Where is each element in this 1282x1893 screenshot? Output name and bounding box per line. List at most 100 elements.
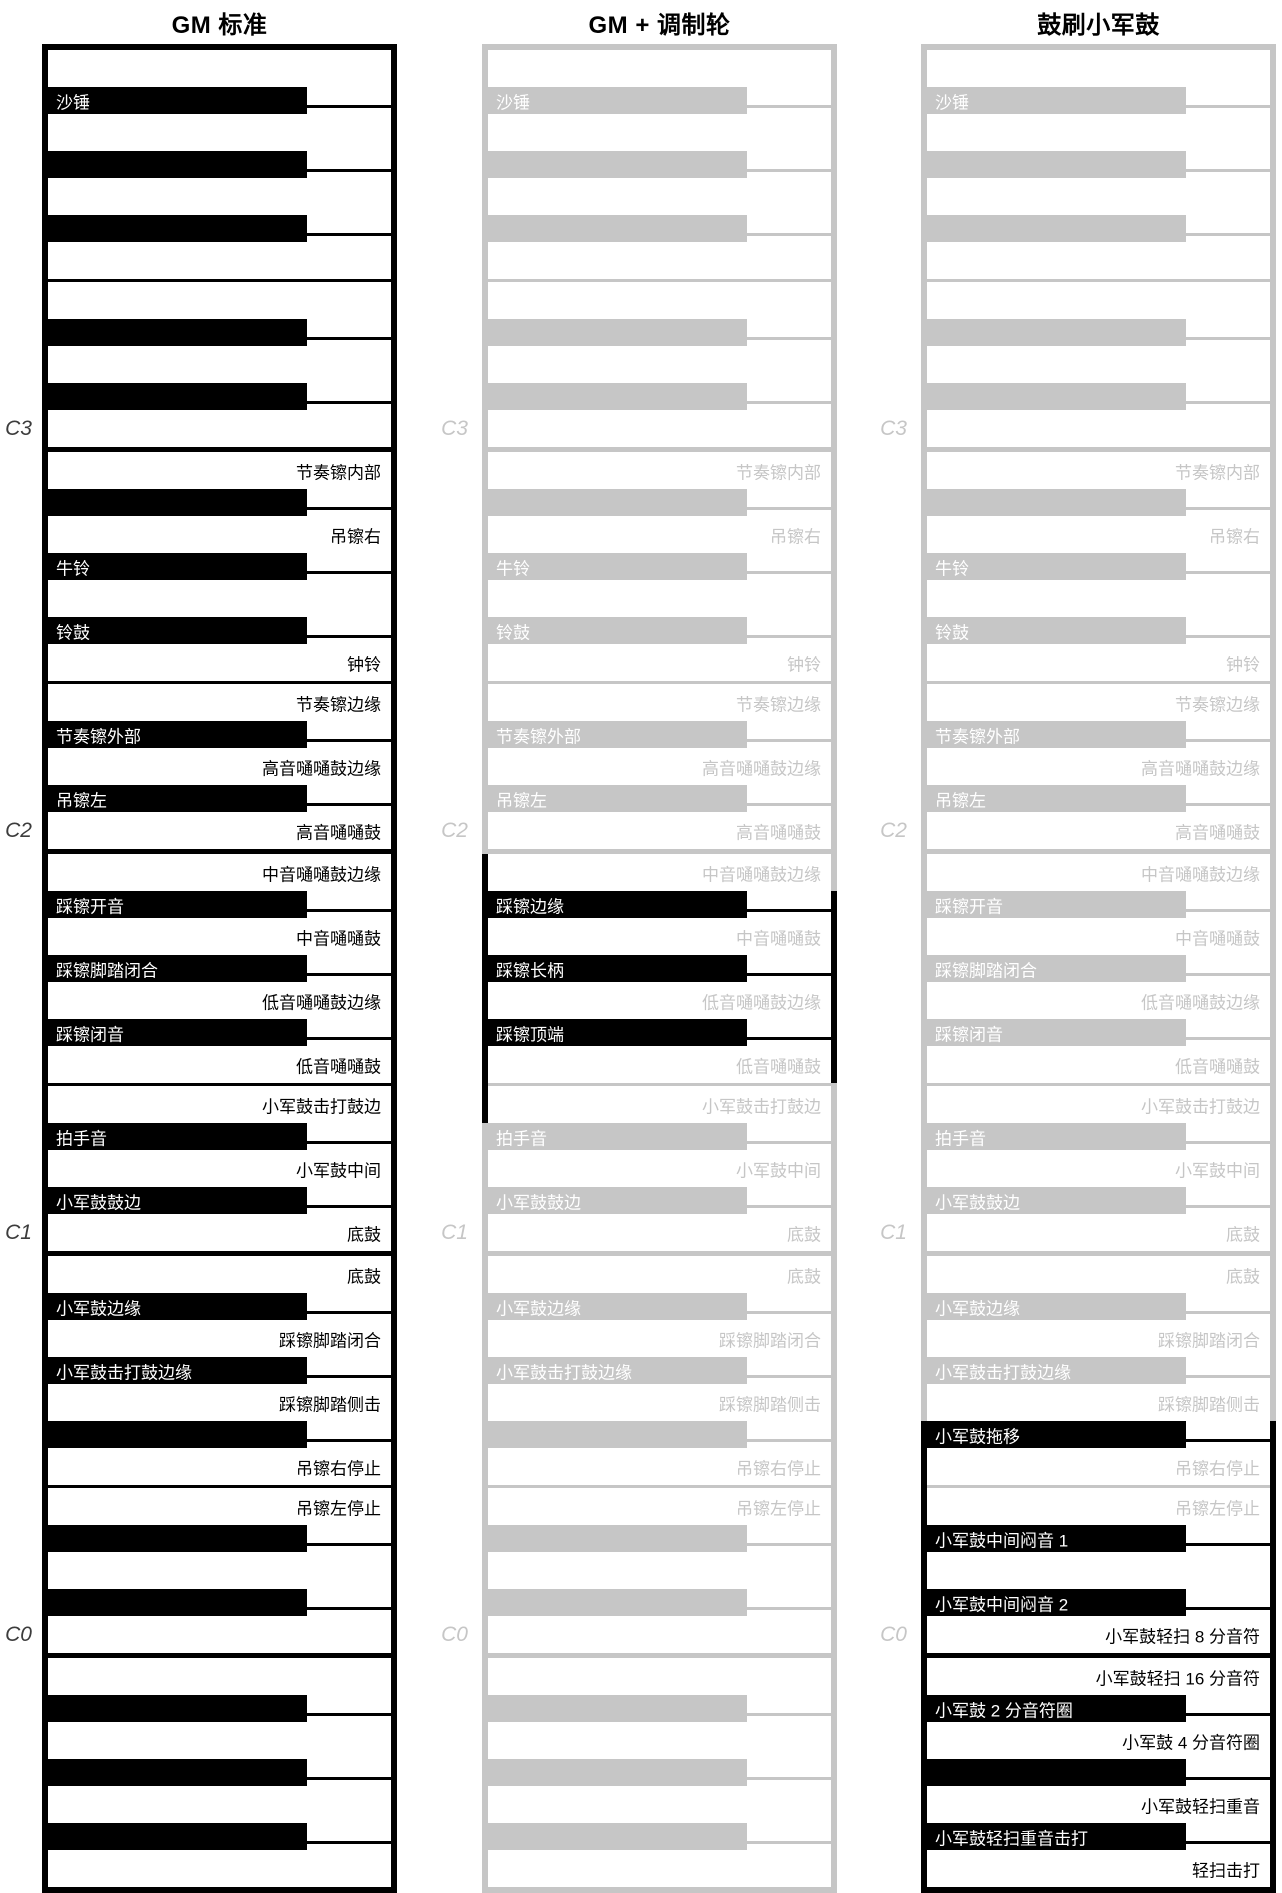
key-black: 踩镲脚踏闭合 (927, 955, 1270, 982)
key-label: 踩镲开音 (935, 897, 1003, 916)
key-separator (747, 1841, 831, 1844)
key-black (488, 1823, 831, 1850)
key-black: 踩镲闭音 (48, 1019, 391, 1046)
key-label: 沙锤 (56, 93, 90, 112)
key-separator (747, 1311, 831, 1314)
key-black: 铃鼓 (488, 617, 831, 644)
key-white (488, 114, 831, 151)
key-white (488, 1850, 831, 1887)
key-black: 踩镲脚踏闭合 (48, 955, 391, 982)
key-white (48, 1722, 391, 1759)
key-separator (307, 1543, 391, 1546)
key-white: 吊镲左停止 (488, 1488, 831, 1525)
key-label: 吊镲右停止 (1175, 1459, 1260, 1478)
key-separator (747, 1037, 831, 1040)
key-black: 小军鼓边缘 (488, 1293, 831, 1320)
key-separator (747, 1205, 831, 1208)
octave-label: C2 (5, 818, 32, 842)
key-separator (48, 1485, 391, 1488)
key-separator (307, 1777, 391, 1780)
key-separator (48, 1083, 391, 1086)
key-label: 钟铃 (787, 655, 821, 674)
key-white: 节奏镲内部 (927, 452, 1270, 489)
key-separator (48, 1653, 391, 1658)
key-black: 小军鼓击打鼓边缘 (927, 1357, 1270, 1384)
key-black (927, 1759, 1270, 1786)
key-separator (747, 1141, 831, 1144)
key-black (927, 489, 1270, 516)
key-label: 小军鼓边缘 (56, 1299, 141, 1318)
key-label: 节奏镲外部 (935, 727, 1020, 746)
key-label: 中音嗵嗵鼓 (1175, 929, 1260, 948)
key-label: 中音嗵嗵鼓 (296, 929, 381, 948)
key-label: 吊镲右 (330, 527, 381, 546)
key-label: 沙锤 (496, 93, 530, 112)
key-black: 拍手音 (488, 1123, 831, 1150)
key-separator (1186, 169, 1270, 172)
key-label: 吊镲左 (935, 791, 986, 810)
key-black: 铃鼓 (927, 617, 1270, 644)
key-separator (747, 1713, 831, 1716)
key-label: 低音嗵嗵鼓 (1175, 1057, 1260, 1076)
key-label: 拍手音 (496, 1129, 547, 1148)
key-label: 牛铃 (496, 559, 530, 578)
octave-label: C1 (880, 1220, 907, 1244)
key-label: 小军鼓边缘 (496, 1299, 581, 1318)
key-label: 小军鼓轻扫 16 分音符 (1095, 1669, 1260, 1688)
key-white (488, 1722, 831, 1759)
key-separator (927, 447, 1270, 452)
key-separator (307, 1205, 391, 1208)
key-black: 铃鼓 (48, 617, 391, 644)
key-black (48, 383, 391, 410)
key-white: 钟铃 (927, 644, 1270, 681)
key-label: 小军鼓轻扫重音 (1141, 1797, 1260, 1816)
key-black (48, 1421, 391, 1448)
key-label: 底鼓 (1226, 1225, 1260, 1244)
key-black: 小军鼓击打鼓边缘 (48, 1357, 391, 1384)
piano-keyboard: 沙锤 节奏镲内部 吊镲右 牛铃 铃鼓 钟铃 节奏镲边缘 节奏镲外部 高音嗵嗵鼓边缘 吊镲左 高音嗵嗵… (42, 44, 397, 1893)
key-white: 低音嗵嗵鼓边缘 (488, 982, 831, 1019)
octave-label: C0 (441, 1622, 468, 1646)
key-white (48, 50, 391, 87)
key-label: 踩镲顶端 (496, 1025, 564, 1044)
key-white: 高音嗵嗵鼓 (48, 812, 391, 849)
key-black: 节奏镲外部 (48, 721, 391, 748)
key-label: 小军鼓中间 (736, 1161, 821, 1180)
key-label: 小军鼓击打鼓边 (702, 1097, 821, 1116)
key-black: 小军鼓鼓边 (48, 1187, 391, 1214)
key-white: 踩镲脚踏侧击 (488, 1384, 831, 1421)
key-separator (747, 1607, 831, 1610)
octave-label: C1 (5, 1220, 32, 1244)
key-label: 拍手音 (935, 1129, 986, 1148)
key-label: 铃鼓 (935, 623, 969, 642)
key-white: 钟铃 (488, 644, 831, 681)
key-separator (1186, 1141, 1270, 1144)
key-label: 吊镲左停止 (296, 1499, 381, 1518)
key-label: 吊镲左 (56, 791, 107, 810)
key-black: 踩镲闭音 (927, 1019, 1270, 1046)
key-black: 小军鼓中间闷音 1 (927, 1525, 1270, 1552)
key-label: 中音嗵嗵鼓 (736, 929, 821, 948)
key-white: 节奏镲内部 (48, 452, 391, 489)
key-label: 踩镲闭音 (935, 1025, 1003, 1044)
key-white: 钟铃 (48, 644, 391, 681)
key-separator (747, 571, 831, 574)
key-white: 小军鼓轻扫 16 分音符 (927, 1658, 1270, 1695)
key-label: 节奏镲外部 (496, 727, 581, 746)
key-white: 小军鼓轻扫 8 分音符 (927, 1616, 1270, 1653)
key-separator (307, 973, 391, 976)
key-white (48, 410, 391, 447)
key-separator (307, 337, 391, 340)
key-separator (48, 1251, 391, 1256)
key-white: 底鼓 (48, 1256, 391, 1293)
key-separator (747, 169, 831, 172)
key-label: 拍手音 (56, 1129, 107, 1148)
key-label: 中音嗵嗵鼓边缘 (262, 865, 381, 884)
key-separator (747, 401, 831, 404)
key-label: 底鼓 (347, 1225, 381, 1244)
key-black: 小军鼓轻扫重音击打 (927, 1823, 1270, 1850)
highlight-border (1270, 1421, 1276, 1887)
key-black: 小军鼓击打鼓边缘 (488, 1357, 831, 1384)
key-white: 底鼓 (488, 1214, 831, 1251)
key-black (488, 1421, 831, 1448)
